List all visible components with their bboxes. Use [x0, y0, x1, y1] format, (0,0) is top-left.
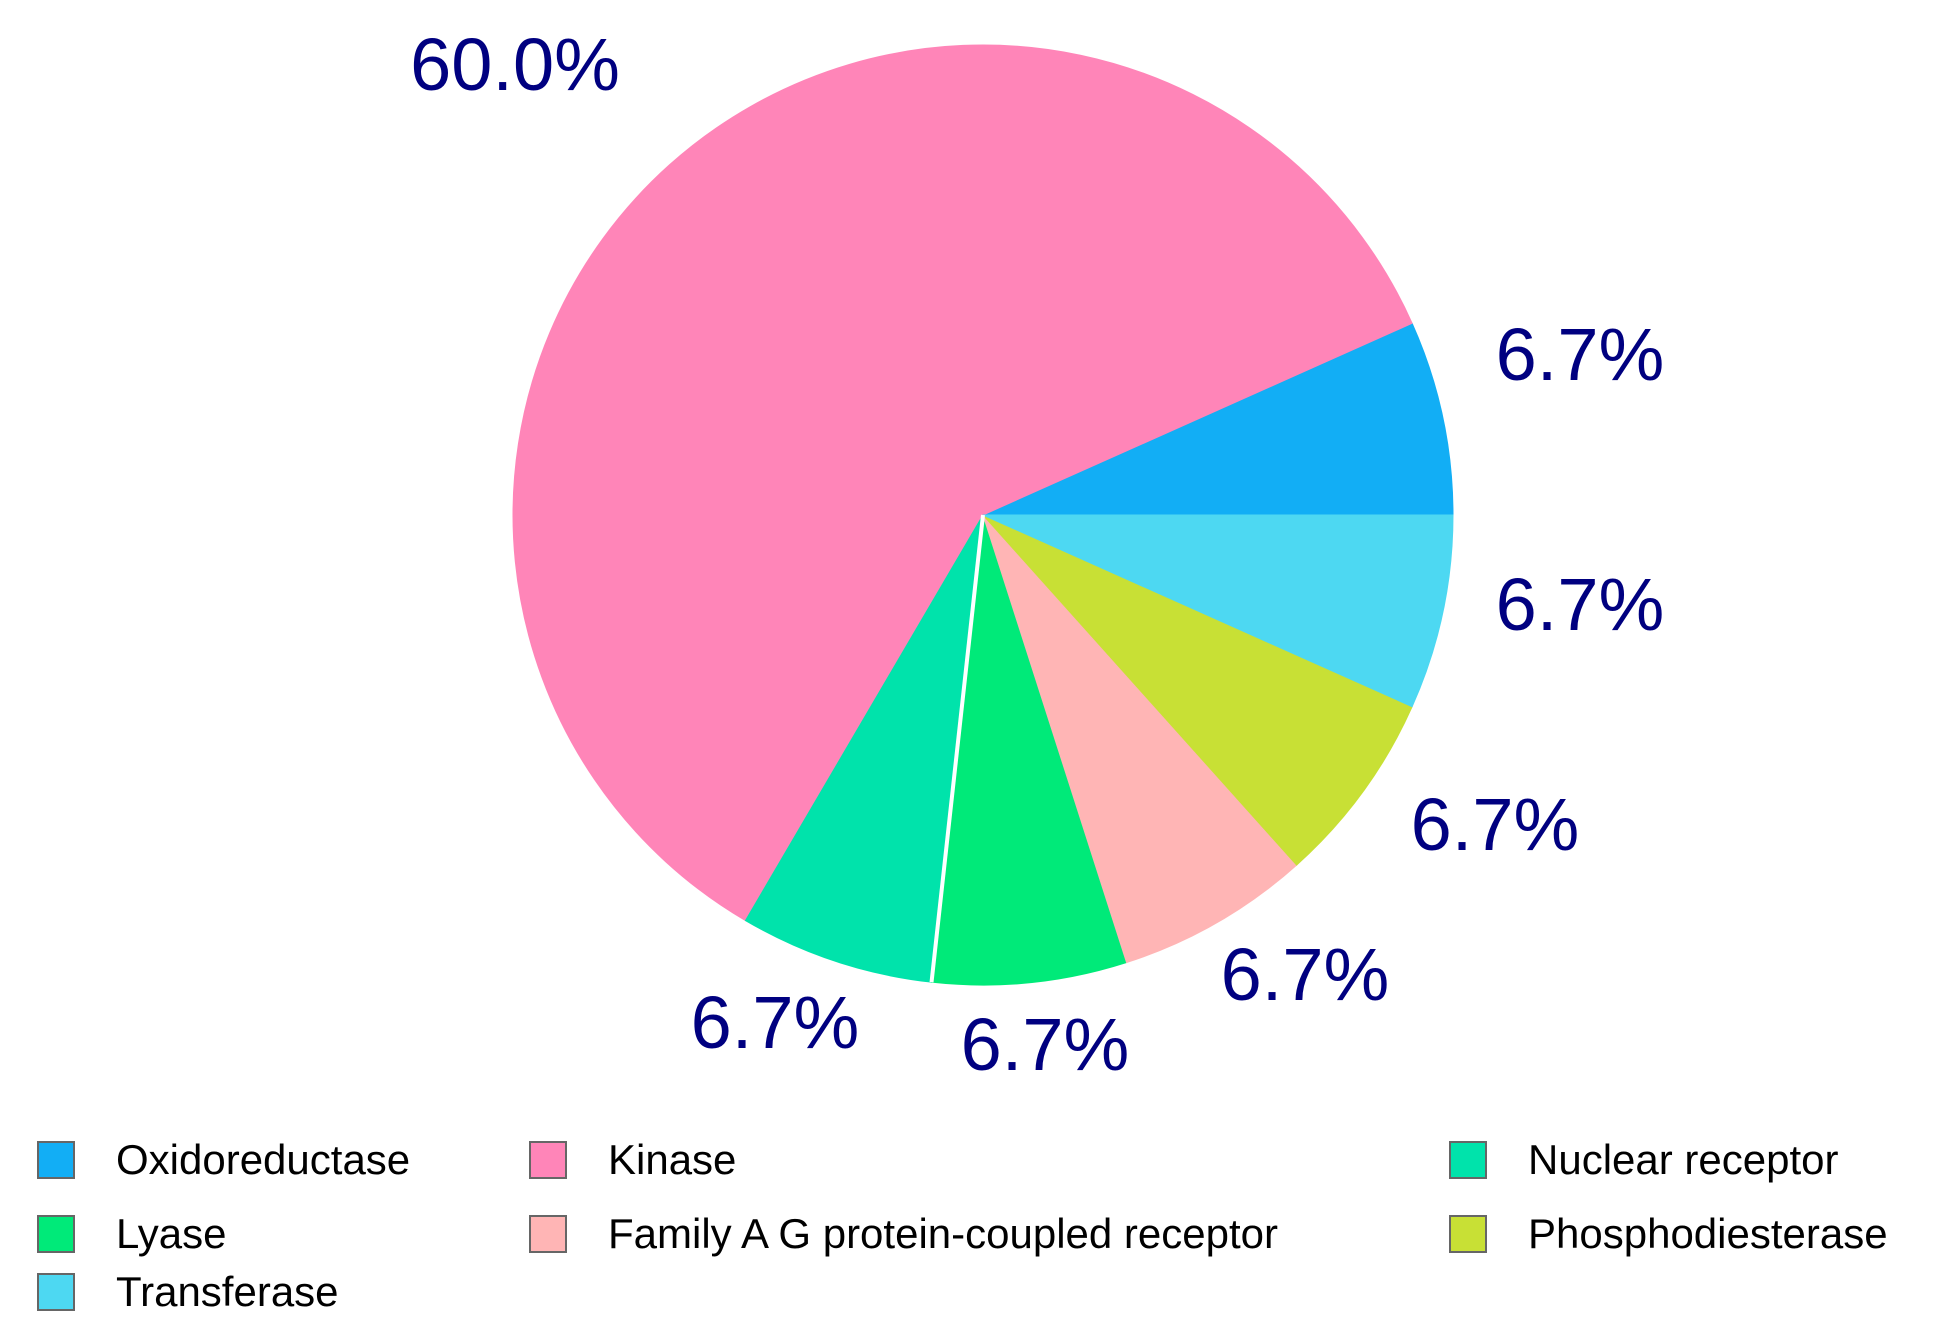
- label-oxidoreductase: 6.7%: [1496, 313, 1665, 396]
- legend-label: Transferase: [116, 1268, 339, 1315]
- legend-item-nuclear-receptor: Nuclear receptor: [1449, 1136, 1838, 1183]
- pie-labels: 6.7% 60.0% 6.7% 6.7% 6.7% 6.7% 6.7%: [410, 23, 1664, 1086]
- legend: Oxidoreductase Kinase Nuclear receptor Lyas…: [37, 1136, 1888, 1315]
- slice-separator: [929, 514, 985, 983]
- legend-label: Phosphodiesterase: [1528, 1210, 1888, 1257]
- legend-item-oxidoreductase: Oxidoreductase: [37, 1136, 410, 1183]
- slice-transferase: [982, 514, 1454, 708]
- slice-kinase: [512, 44, 1413, 922]
- legend-swatch: [529, 1141, 567, 1179]
- label-nuclear-receptor: 6.7%: [691, 981, 860, 1064]
- legend-swatch: [1449, 1215, 1487, 1253]
- slice-family-a-g-protein-coupled-receptor: [982, 514, 1298, 964]
- slice-oxidoreductase: [982, 322, 1454, 516]
- label-transferase: 6.7%: [1496, 563, 1665, 646]
- legend-item-transferase: Transferase: [37, 1268, 339, 1315]
- legend-swatch: [529, 1215, 567, 1253]
- slice-phosphodiesterase: [982, 514, 1413, 866]
- label-kinase: 60.0%: [410, 23, 620, 106]
- legend-swatch: [37, 1215, 75, 1253]
- legend-label: Lyase: [116, 1210, 227, 1257]
- slice-lyase: [930, 514, 1128, 986]
- legend-item-kinase: Kinase: [529, 1136, 736, 1183]
- legend-label: Family A G protein-coupled receptor: [608, 1210, 1278, 1257]
- legend-label: Nuclear receptor: [1528, 1136, 1838, 1183]
- legend-item-phosphodiesterase: Phosphodiesterase: [1449, 1210, 1888, 1257]
- legend-item-family-a-g-protein-coupled-receptor: Family A G protein-coupled receptor: [529, 1210, 1278, 1257]
- label-family-a-g-protein-coupled-receptor: 6.7%: [1221, 933, 1390, 1016]
- legend-swatch: [37, 1141, 75, 1179]
- label-phosphodiesterase: 6.7%: [1411, 783, 1580, 866]
- legend-item-lyase: Lyase: [37, 1210, 227, 1257]
- legend-swatch: [1449, 1141, 1487, 1179]
- label-lyase: 6.7%: [961, 1003, 1130, 1086]
- legend-label: Oxidoreductase: [116, 1136, 410, 1183]
- slice-nuclear-receptor: [744, 514, 984, 983]
- legend-swatch: [37, 1273, 75, 1311]
- legend-label: Kinase: [608, 1136, 736, 1183]
- pie-slices: [512, 44, 1454, 986]
